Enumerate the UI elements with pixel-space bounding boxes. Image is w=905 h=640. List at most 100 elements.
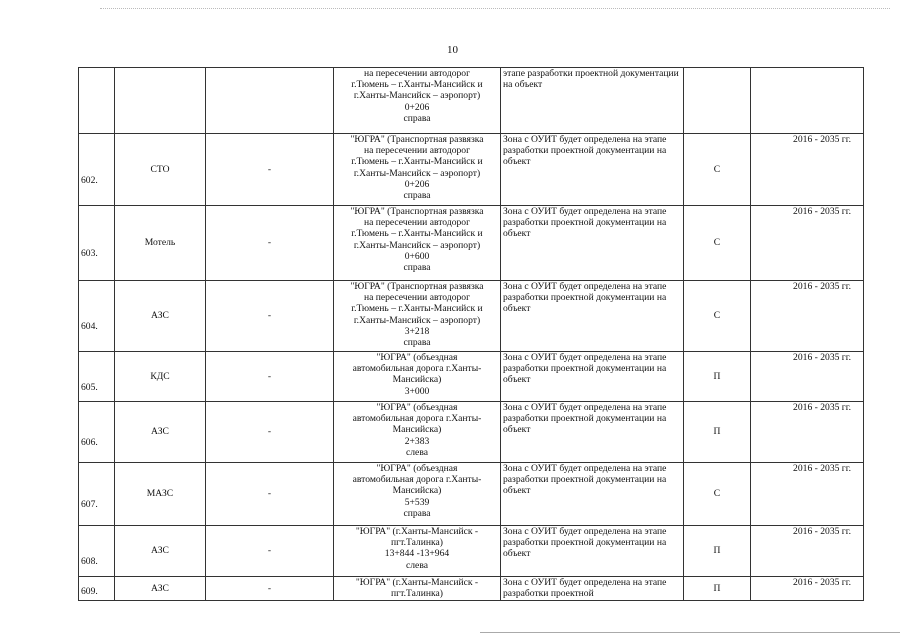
location-line: на пересечении автодорог: [363, 292, 471, 304]
object-name: Мотель: [114, 205, 206, 281]
location-line: "ЮГРА" (объездная: [376, 352, 458, 363]
period: 2016 - 2035 гг.: [750, 576, 864, 601]
row-number: 609.: [78, 576, 115, 601]
object-location: на пересечении автодорог г.Тюмень – г.Хан…: [333, 67, 501, 134]
location-line: автомобильная дорога г.Ханты-: [352, 363, 482, 375]
table-row: 605. КДС - "ЮГРА" (объездная автомобильная д…: [78, 351, 864, 402]
status-letter: С: [683, 205, 751, 281]
location-line: г.Тюмень – г.Ханты-Мансийск и: [351, 228, 483, 240]
object-location: "ЮГРА" (объездная автомобильная дорога г.…: [333, 401, 501, 463]
location-line: пгт.Талинка): [391, 588, 443, 600]
zone-note: Зона с ОУИТ будет определена на этапе ра…: [500, 205, 684, 281]
status-letter: П: [683, 525, 751, 577]
location-line: на пересечении автодорог: [363, 217, 471, 229]
location-line: на пересечении автодорог: [363, 68, 471, 79]
period: 2016 - 2035 гг.: [750, 462, 864, 526]
period: 2016 - 2035 гг.: [750, 205, 864, 281]
period: 2016 - 2035 гг.: [750, 280, 864, 352]
object-location: "ЮГРА" (Транспортная развязка на пересече…: [333, 205, 501, 281]
object-extra: -: [205, 462, 334, 526]
row-number: 604.: [78, 280, 115, 352]
location-line: 0+206: [404, 178, 430, 190]
object-name: КДС: [114, 351, 206, 402]
object-location: "ЮГРА" (Транспортная развязка на пересече…: [333, 280, 501, 352]
object-location: "ЮГРА" (объездная автомобильная дорога г.…: [333, 351, 501, 402]
location-line: справа: [403, 337, 431, 349]
object-extra: -: [205, 576, 334, 601]
location-line: г.Тюмень – г.Ханты-Мансийск и: [351, 79, 483, 91]
object-location: "ЮГРА" (Транспортная развязка на пересече…: [333, 133, 501, 206]
status-letter: П: [683, 576, 751, 601]
location-line: автомобильная дорога г.Ханты-: [352, 474, 482, 486]
zone-note: Зона с ОУИТ будет определена на этапе ра…: [500, 133, 684, 206]
table-row: 608. АЗС - "ЮГРА" (г.Ханты-Мансийск - пгт.Та…: [78, 525, 864, 577]
location-line: 0+206: [404, 101, 430, 113]
object-extra: -: [205, 351, 334, 402]
row-number: 603.: [78, 205, 115, 281]
object-name: МАЗС: [114, 462, 206, 526]
zone-note: Зона с ОУИТ будет определена на этапе ра…: [500, 525, 684, 577]
object-extra: -: [205, 280, 334, 352]
objects-table: на пересечении автодорог г.Тюмень – г.Хан…: [78, 67, 864, 601]
location-line: 13+844 -13+964: [384, 548, 450, 560]
row-number: 608.: [78, 525, 115, 577]
location-line: "ЮГРА" (г.Ханты-Мансийск -: [355, 577, 479, 588]
object-extra: -: [205, 205, 334, 281]
location-line: "ЮГРА" (объездная: [376, 463, 458, 474]
table-row: 607. МАЗС - "ЮГРА" (объездная автомобильная …: [78, 462, 864, 526]
location-line: Мансийска): [392, 374, 442, 386]
location-line: 3+218: [404, 325, 430, 337]
location-line: г.Ханты-Мансийск – аэропорт): [353, 167, 481, 179]
zone-note: Зона с ОУИТ будет определена на этапе ра…: [500, 576, 684, 601]
zone-note: Зона с ОУИТ будет определена на этапе ра…: [500, 280, 684, 352]
location-line: "ЮГРА" (Транспортная развязка: [350, 134, 484, 145]
table-row: 603. Мотель - "ЮГРА" (Транспортная развязка…: [78, 205, 864, 281]
location-line: г.Тюмень – г.Ханты-Мансийск и: [351, 156, 483, 168]
row-number: 605.: [78, 351, 115, 402]
row-number: 606.: [78, 401, 115, 463]
table-row: на пересечении автодорог г.Тюмень – г.Хан…: [78, 67, 864, 134]
status-letter: [683, 67, 751, 134]
row-number: 602.: [78, 133, 115, 206]
object-extra: -: [205, 401, 334, 463]
period: [750, 67, 864, 134]
object-extra: -: [205, 525, 334, 577]
object-extra: [205, 67, 334, 134]
location-line: справа: [403, 507, 431, 519]
object-name: СТО: [114, 133, 206, 206]
location-line: Мансийска): [392, 485, 442, 497]
page-number: 10: [447, 44, 458, 56]
location-line: справа: [403, 190, 431, 202]
table-row: 602. СТО - "ЮГРА" (Транспортная развязка на …: [78, 133, 864, 206]
location-line: "ЮГРА" (Транспортная развязка: [350, 281, 484, 292]
status-letter: С: [683, 462, 751, 526]
scan-artifact-bottom: [480, 632, 900, 633]
period: 2016 - 2035 гг.: [750, 525, 864, 577]
zone-note: Зона с ОУИТ будет определена на этапе ра…: [500, 401, 684, 463]
location-line: 2+383: [404, 435, 430, 447]
period: 2016 - 2035 гг.: [750, 351, 864, 402]
location-line: справа: [403, 112, 431, 124]
object-name: АЗС: [114, 525, 206, 577]
object-location: "ЮГРА" (г.Ханты-Мансийск - пгт.Талинка): [333, 576, 501, 601]
table-row: 604. АЗС - "ЮГРА" (Транспортная развязка на …: [78, 280, 864, 352]
table-row: 609. АЗС - "ЮГРА" (г.Ханты-Мансийск - пгт.Та…: [78, 576, 864, 601]
period: 2016 - 2035 гг.: [750, 133, 864, 206]
location-line: г.Ханты-Мансийск – аэропорт): [353, 314, 481, 326]
location-line: 0+600: [404, 250, 430, 262]
status-letter: С: [683, 133, 751, 206]
object-name: [114, 67, 206, 134]
table-row: 606. АЗС - "ЮГРА" (объездная автомобильная д…: [78, 401, 864, 463]
object-location: "ЮГРА" (объездная автомобильная дорога г.…: [333, 462, 501, 526]
location-line: Мансийска): [392, 424, 442, 436]
location-line: автомобильная дорога г.Ханты-: [352, 413, 482, 425]
location-line: "ЮГРА" (Транспортная развязка: [350, 206, 484, 217]
location-line: 5+539: [404, 496, 430, 508]
location-line: г.Ханты-Мансийск – аэропорт): [353, 90, 481, 102]
row-number: 607.: [78, 462, 115, 526]
object-name: АЗС: [114, 576, 206, 601]
object-location: "ЮГРА" (г.Ханты-Мансийск - пгт.Талинка) 13…: [333, 525, 501, 577]
object-extra: -: [205, 133, 334, 206]
location-line: справа: [403, 262, 431, 274]
scan-artifact-top: [100, 8, 890, 9]
